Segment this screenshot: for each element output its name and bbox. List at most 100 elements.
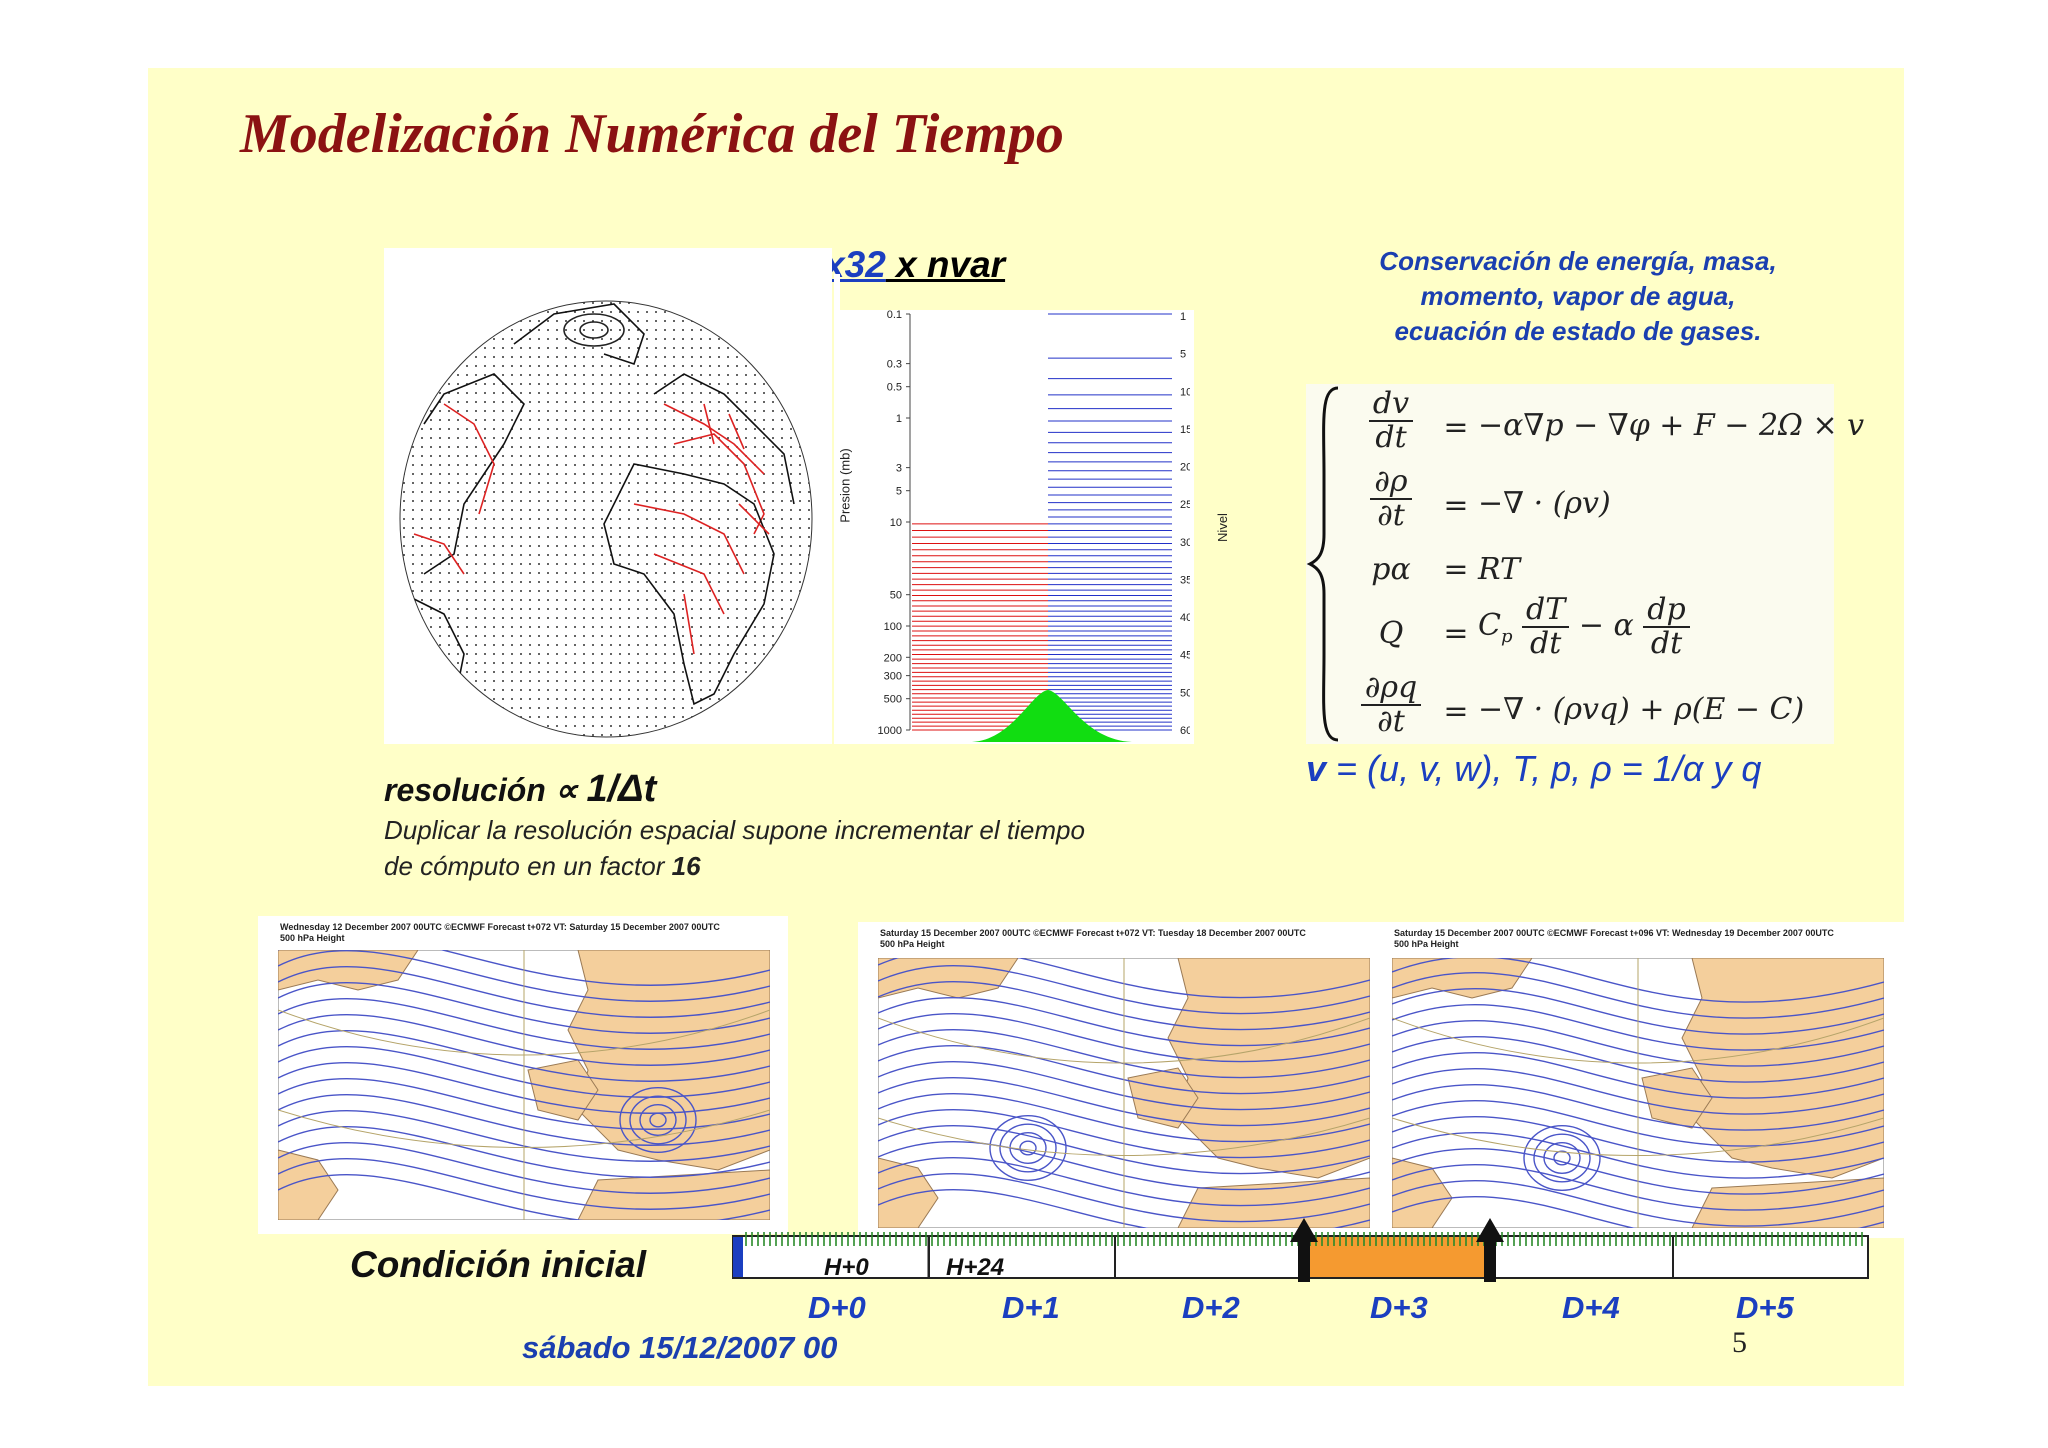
pressure-tick-label: 1000 — [878, 725, 902, 737]
variables-v: v — [1306, 748, 1327, 789]
level-tick-label: 5 — [1180, 349, 1186, 361]
low-pressure-isoline — [619, 1086, 697, 1153]
level-tick-label: 50 — [1180, 687, 1190, 699]
low-pressure-isoline — [649, 1112, 667, 1128]
eq4-mid: − α — [1578, 608, 1634, 643]
isoline — [878, 1045, 1370, 1095]
isoline — [878, 1141, 1370, 1191]
map-2-subheader: 500 hPa Height — [880, 939, 945, 949]
isoline — [278, 998, 770, 1050]
day-label-0: D+0 — [808, 1290, 866, 1325]
day-label-1: D+1 — [1002, 1290, 1060, 1325]
map-3-subheader: 500 hPa Height — [1394, 939, 1459, 949]
map-3-header: Saturday 15 December 2007 00UTC ©ECMWF F… — [1394, 928, 1834, 938]
equation-water-vapour: ∂ρq ∂t = −∇ · (ρvq) + ρ(E − C) — [1356, 672, 1826, 738]
isoline — [278, 966, 770, 1018]
eq2-num: ∂ρ — [1370, 466, 1412, 500]
level-tick-label: 1 — [1180, 311, 1186, 323]
resolution-note-line-2: de cómputo en un factor — [384, 851, 672, 881]
level-tick-label: 45 — [1180, 650, 1190, 662]
eq5-equals: = — [1443, 694, 1469, 729]
conservation-line-3: ecuación de estado de gases. — [1394, 316, 1762, 346]
forecast-arrow — [1476, 1218, 1504, 1282]
resolution-factor: 16 — [671, 851, 701, 881]
pressure-tick-label: 300 — [884, 671, 902, 683]
pressure-tick-label: 200 — [884, 652, 902, 664]
timeline-h24: H+24 — [946, 1254, 1005, 1281]
pressure-tick-label: 10 — [890, 517, 902, 529]
page-title: Modelización Numérica del Tiempo — [240, 103, 1064, 165]
map-gridline — [878, 1017, 1370, 1064]
level-tick-label: 60 — [1180, 725, 1190, 737]
timeline-bar — [732, 1218, 1869, 1282]
eq4-equals: = — [1443, 616, 1469, 651]
levels-ylabel: Presion (mb) — [837, 448, 853, 523]
timeline-highlight — [1304, 1237, 1490, 1277]
low-pressure-isoline — [1523, 1124, 1601, 1191]
map-land — [1127, 1067, 1199, 1129]
isoline — [278, 1110, 770, 1162]
level-tick-label: 30 — [1180, 537, 1190, 549]
equations-panel: dv dt = −α∇p − ∇φ + F − 2Ω × v ∂ρ ∂t = −∇ … — [1306, 384, 1864, 744]
map-1-subheader: 500 hPa Height — [280, 933, 345, 943]
init-date: sábado 15/12/2007 00 — [522, 1330, 838, 1365]
eq1-num: dv — [1368, 388, 1414, 422]
conservation-text: Conservación de energía, masa, momento, … — [1258, 244, 1898, 349]
eq3-rhs: RT — [1478, 552, 1521, 587]
day-label-4: D+4 — [1562, 1290, 1620, 1325]
resolution-note: Duplicar la resolución espacial supone i… — [384, 812, 1204, 884]
isoline — [1392, 1036, 1884, 1083]
variables-line: v = (u, v, w), T, p, ρ = 1/α y q — [1306, 748, 1761, 790]
day-label-2: D+2 — [1182, 1290, 1240, 1325]
orography — [972, 690, 1132, 742]
levels-panel — [840, 310, 1194, 744]
isoline — [878, 958, 1370, 999]
level-tick-label: 10 — [1180, 386, 1190, 398]
low-pressure-isoline — [639, 1103, 677, 1136]
level-tick-label: 35 — [1180, 574, 1190, 586]
isoline — [878, 1061, 1370, 1111]
map-land — [278, 950, 419, 991]
low-pressure-isoline — [1533, 1133, 1591, 1183]
isoline — [278, 1174, 770, 1220]
map-land — [1641, 1067, 1713, 1129]
pressure-tick-label: 0.3 — [887, 359, 902, 371]
isoline — [278, 950, 770, 1002]
isoline — [878, 965, 1370, 1015]
isoline — [1392, 1100, 1884, 1147]
isoline — [278, 1030, 770, 1082]
map-3: Saturday 15 December 2007 00UTC ©ECMWF F… — [1392, 926, 1904, 1232]
pressure-tick-label: 1 — [896, 413, 902, 425]
resolution-value: 1/Δt — [586, 768, 657, 810]
isoline — [1392, 1180, 1884, 1227]
grid-dims-nvar: x nvar — [885, 244, 1006, 285]
level-tick-label: 25 — [1180, 499, 1190, 511]
map-land — [567, 950, 770, 1171]
map-2-plot — [878, 958, 1370, 1228]
eq4-cp-sub: p — [1500, 626, 1513, 647]
low-pressure-isoline — [629, 1095, 687, 1145]
isoline — [878, 981, 1370, 1031]
isoline — [878, 1189, 1370, 1228]
eq1-rhs: −α∇p − ∇φ + F − 2Ω × v — [1478, 408, 1865, 443]
pressure-tick-label: 500 — [884, 694, 902, 706]
map-3-plot — [1392, 958, 1884, 1228]
initial-condition-label: Condición inicial — [350, 1244, 647, 1285]
eq3-lhs: pα — [1371, 552, 1411, 587]
resolution-note-line-1: Duplicar la resolución espacial supone i… — [384, 815, 1085, 845]
isoline — [278, 950, 770, 986]
isoline — [1392, 1148, 1884, 1195]
isoline — [878, 1157, 1370, 1207]
eq4-lhs: Q — [1378, 616, 1404, 651]
isoline — [878, 1077, 1370, 1127]
equation-momentum: dv dt = −α∇p − ∇φ + F − 2Ω × v — [1356, 388, 1864, 454]
eq4-rhs: Cp dT dt − α dp dt — [1478, 594, 1690, 660]
variables-rest: = (u, v, w), T, p, ρ = 1/α y q — [1326, 748, 1762, 789]
isoline — [878, 1109, 1370, 1159]
day-label-5: D+5 — [1736, 1290, 1794, 1325]
eq4-num1: dT — [1522, 594, 1570, 628]
isoline — [278, 1142, 770, 1194]
isoline — [1392, 972, 1884, 1019]
low-pressure-isoline — [999, 1123, 1057, 1173]
level-tick-label: 15 — [1180, 424, 1190, 436]
